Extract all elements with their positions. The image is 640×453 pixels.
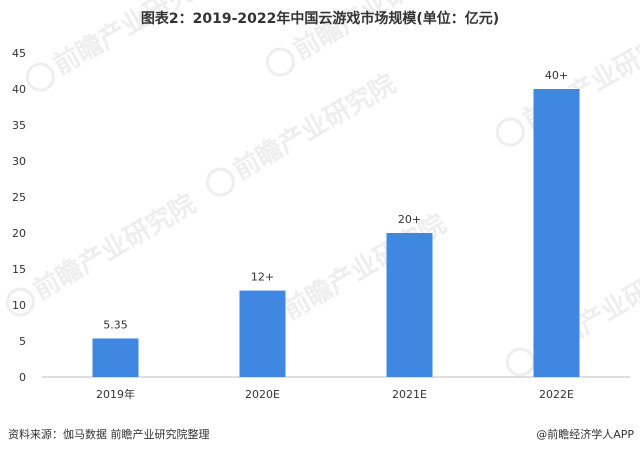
data-label: 40+: [545, 69, 568, 82]
x-tick-label: 2022E: [539, 388, 574, 401]
bar-2020E: [239, 290, 286, 377]
y-tick-label: 5: [19, 335, 26, 348]
y-tick-label: 30: [12, 155, 26, 168]
svg-text:前瞻产业研究院: 前瞻产业研究院: [288, 0, 461, 66]
data-labels-group: 5.35 12+ 20+ 40+: [103, 69, 568, 331]
chart-title: 图表2：2019-2022年中国云游戏市场规模(单位：亿元): [141, 10, 499, 27]
x-tick-label: 2020E: [245, 388, 280, 401]
credit-note: @前瞻经济学人APP: [536, 427, 634, 441]
x-tick-label: 2021E: [392, 388, 427, 401]
watermark: 前瞻产业研究院: [5, 188, 201, 317]
data-label: 20+: [398, 213, 421, 226]
bar-2022E: [533, 89, 580, 377]
data-label: 5.35: [103, 318, 128, 331]
x-tick-label: 2019年: [96, 387, 135, 401]
bar-2021E: [386, 233, 433, 377]
svg-text:前瞻产业研究院: 前瞻产业研究院: [28, 188, 201, 306]
bars-group: [92, 89, 580, 377]
y-tick-label: 25: [12, 191, 26, 204]
x-tick-labels: 2019年 2020E 2021E 2022E: [96, 387, 574, 401]
y-tick-label: 0: [19, 371, 26, 384]
y-tick-label: 15: [12, 263, 26, 276]
watermark: 前瞻产业研究院: [205, 68, 401, 197]
y-tick-label: 35: [12, 119, 26, 132]
y-axis: 0 5 10 15 20 25 30 35 40 45: [12, 47, 26, 384]
y-tick-label: 45: [12, 47, 26, 60]
y-tick-label: 40: [12, 83, 26, 96]
y-tick-label: 10: [12, 299, 26, 312]
y-tick-label: 20: [12, 227, 26, 240]
source-note: 资料来源：伽马数据 前瞻产业研究院整理: [8, 427, 210, 441]
data-label: 12+: [251, 271, 274, 284]
svg-text:前瞻产业研究院: 前瞻产业研究院: [228, 68, 401, 186]
bar-2019年: [92, 338, 139, 377]
